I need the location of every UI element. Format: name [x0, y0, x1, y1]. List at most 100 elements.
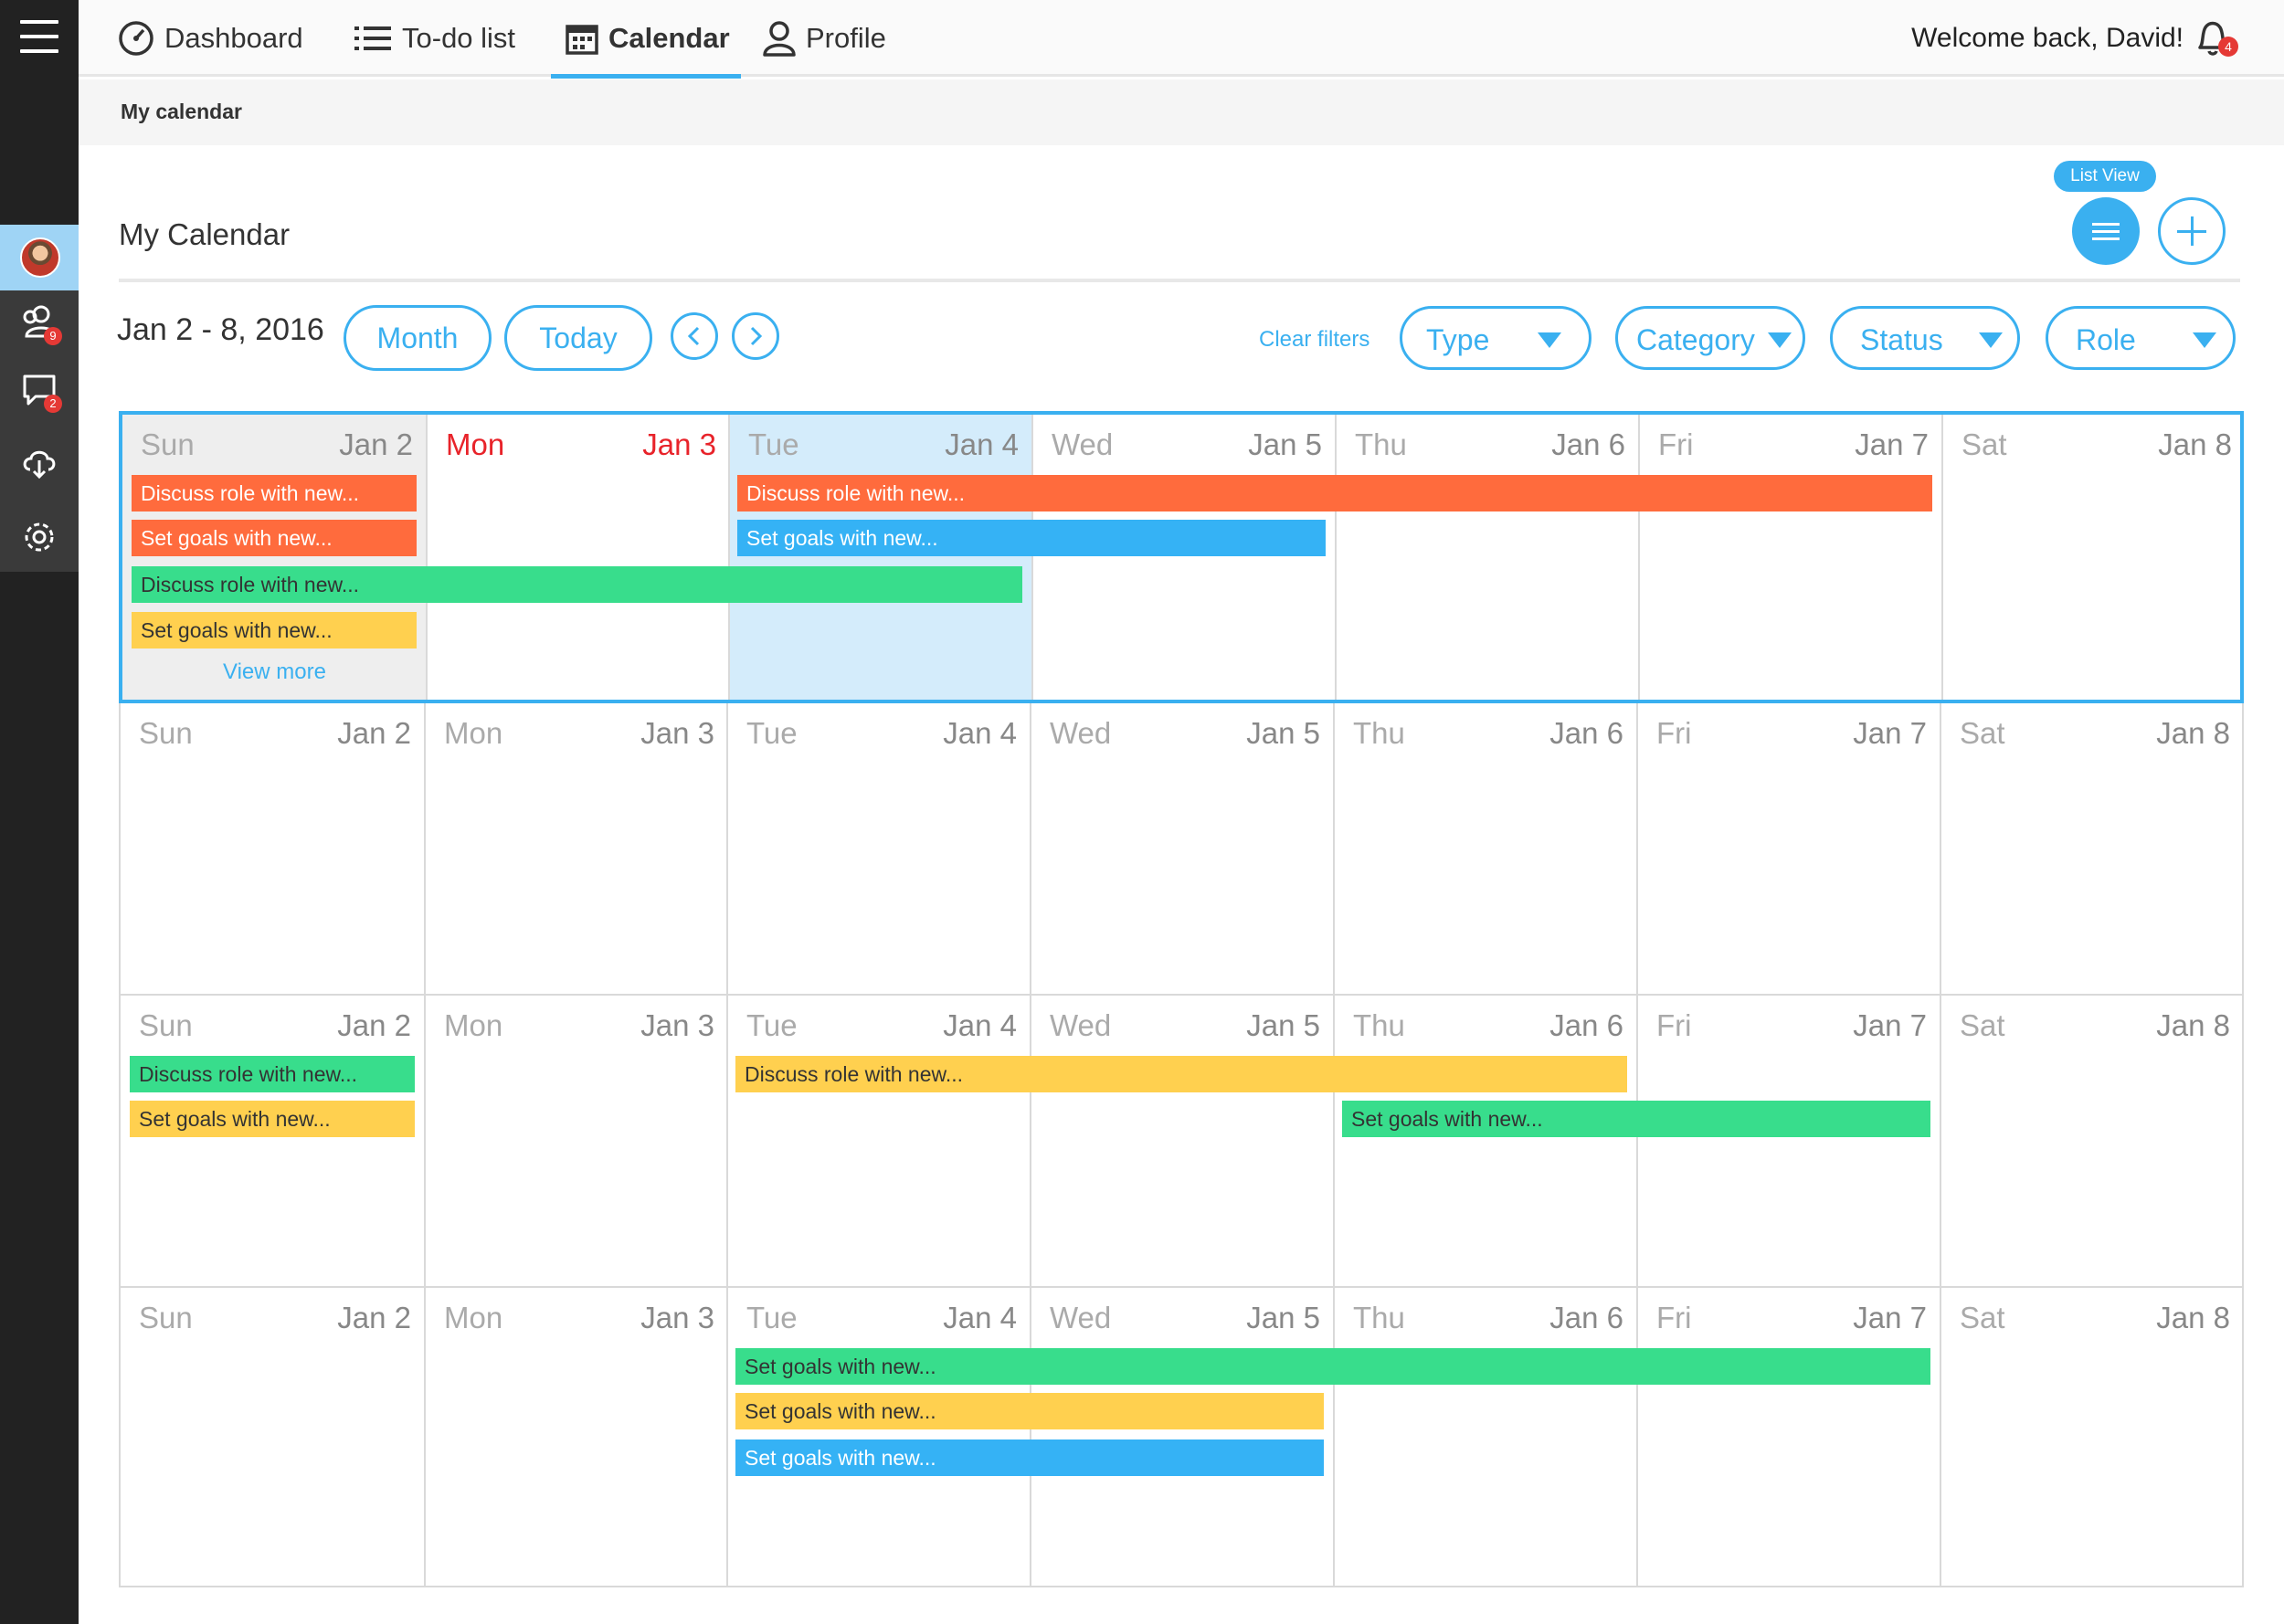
calendar-event[interactable]: Set goals with new...: [735, 1393, 1324, 1429]
calendar-day-cell[interactable]: Wed Jan 5: [1030, 703, 1333, 994]
calendar-event[interactable]: Discuss role with new...: [737, 475, 1932, 511]
sidebar-item-avatar[interactable]: [0, 225, 79, 290]
nav-todo-list[interactable]: To-do list: [354, 0, 515, 77]
calendar-day-cell[interactable]: Tue Jan 4: [726, 703, 1030, 994]
day-date: Jan 3: [640, 1008, 714, 1042]
list-view-button[interactable]: [2072, 197, 2140, 265]
day-name: Tue: [746, 716, 798, 750]
calendar-event[interactable]: Set goals with new...: [735, 1348, 1930, 1385]
list-view-tooltip: List View: [2054, 161, 2156, 192]
calendar-week: Sun Jan 2 Mon Jan 3 Tue Jan 4 Wed Jan 5 Thu Jan 6…: [119, 996, 2244, 1288]
chat-icon[interactable]: [19, 369, 59, 409]
type-filter[interactable]: Type: [1400, 306, 1591, 370]
calendar-day-cell[interactable]: Sat Jan 8: [1941, 415, 2245, 700]
calendar-event[interactable]: Set goals with new...: [132, 612, 417, 649]
hamburger-icon[interactable]: [20, 20, 58, 57]
day-name: Fri: [1658, 427, 1694, 461]
calendar-event[interactable]: Set goals with new...: [1342, 1101, 1930, 1137]
day-name: Thu: [1353, 716, 1405, 750]
view-more-link[interactable]: View more: [223, 659, 326, 684]
calendar-day-cell[interactable]: Sat Jan 8: [1940, 996, 2243, 1286]
calendar-day-cell[interactable]: Sun Jan 2: [121, 1288, 424, 1586]
day-date: Jan 8: [2158, 427, 2232, 461]
day-date: Jan 6: [1549, 716, 1623, 750]
calendar-event[interactable]: Discuss role with new...: [130, 1056, 415, 1092]
calendar-day-cell[interactable]: Thu Jan 6: [1333, 703, 1636, 994]
calendar-day-cell[interactable]: Sat Jan 8: [1940, 1288, 2243, 1586]
add-event-button[interactable]: [2158, 197, 2226, 265]
day-name: Wed: [1052, 427, 1114, 461]
day-date: Jan 4: [943, 1008, 1017, 1042]
calendar-event[interactable]: Set goals with new...: [735, 1439, 1324, 1476]
notification-badge: 4: [2218, 37, 2238, 57]
page-title: My Calendar: [119, 217, 291, 251]
caret-down-icon: [1768, 332, 1792, 348]
calendar-day-cell[interactable]: Fri Jan 7: [1636, 1288, 1940, 1586]
user-avatar[interactable]: [20, 237, 60, 278]
role-filter[interactable]: Role: [2046, 306, 2236, 370]
nav-active-indicator: [551, 74, 741, 79]
today-button[interactable]: Today: [504, 305, 652, 371]
day-date: Jan 6: [1551, 427, 1625, 461]
calendar-day-cell[interactable]: Wed Jan 5: [1030, 996, 1333, 1286]
calendar-day-cell[interactable]: Tue Jan 4: [726, 996, 1030, 1286]
day-name: Sun: [139, 1301, 193, 1334]
cloud-download-icon[interactable]: [19, 442, 59, 482]
calendar-day-cell[interactable]: Fri Jan 7: [1636, 996, 1940, 1286]
calendar-day-cell[interactable]: Mon Jan 3: [426, 415, 729, 700]
nav-calendar[interactable]: Calendar: [565, 0, 730, 77]
next-week-button[interactable]: [732, 312, 779, 360]
calendar-day-cell[interactable]: Tue Jan 4: [728, 415, 1031, 700]
nav-profile[interactable]: Profile: [762, 0, 886, 77]
calendar-day-cell[interactable]: Mon Jan 3: [424, 1288, 727, 1586]
list-icon: [354, 26, 391, 50]
gauge-icon: [119, 21, 153, 56]
day-date: Jan 8: [2156, 716, 2230, 750]
day-name: Sat: [1960, 1008, 2005, 1042]
gear-icon[interactable]: [19, 517, 59, 557]
calendar-day-cell[interactable]: Mon Jan 3: [424, 996, 727, 1286]
day-date: Jan 8: [2156, 1008, 2230, 1042]
chevron-right-icon: [750, 326, 763, 346]
calendar-day-cell[interactable]: Thu Jan 6: [1333, 1288, 1636, 1586]
calendar-day-cell[interactable]: Sun Jan 2: [121, 703, 424, 994]
calendar-day-cell[interactable]: Wed Jan 5: [1030, 1288, 1333, 1586]
calendar-day-cell[interactable]: Sun Jan 2: [122, 415, 426, 700]
calendar-day-cell[interactable]: Sun Jan 2: [121, 996, 424, 1286]
day-date: Jan 7: [1853, 1008, 1927, 1042]
calendar-event[interactable]: Set goals with new...: [737, 520, 1326, 556]
prev-week-button[interactable]: [671, 312, 718, 360]
status-filter[interactable]: Status: [1830, 306, 2020, 370]
nav-dashboard[interactable]: Dashboard: [117, 0, 303, 77]
calendar-event[interactable]: Set goals with new...: [130, 1101, 415, 1137]
calendar-day-cell[interactable]: Tue Jan 4: [726, 1288, 1030, 1586]
calendar-day-cell[interactable]: Sat Jan 8: [1940, 703, 2243, 994]
calendar-day-cell[interactable]: Wed Jan 5: [1031, 415, 1335, 700]
status-filter-label: Status: [1860, 323, 1943, 356]
day-date: Jan 7: [1853, 716, 1927, 750]
person-icon: [763, 21, 796, 57]
calendar-event[interactable]: Discuss role with new...: [132, 475, 417, 511]
top-navigation: [79, 0, 2284, 77]
day-name: Fri: [1656, 1301, 1692, 1334]
nav-todo-list-label: To-do list: [402, 22, 516, 54]
calendar-day-cell[interactable]: Fri Jan 7: [1638, 415, 1941, 700]
clear-filters-link[interactable]: Clear filters: [1259, 327, 1370, 352]
calendar-event[interactable]: Set goals with new...: [132, 520, 417, 556]
calendar-day-cell[interactable]: Fri Jan 7: [1636, 703, 1940, 994]
month-button[interactable]: Month: [344, 305, 492, 371]
calendar-day-cell[interactable]: Mon Jan 3: [424, 703, 727, 994]
date-range: Jan 2 - 8, 2016: [117, 312, 324, 347]
calendar-day-cell[interactable]: Thu Jan 6: [1335, 415, 1638, 700]
day-date: Jan 2: [339, 427, 413, 461]
calendar-week: Sun Jan 2 Mon Jan 3 Tue Jan 4 Wed Jan 5 Thu Jan 6…: [119, 1288, 2244, 1587]
calendar-event[interactable]: Discuss role with new...: [132, 566, 1022, 603]
day-name: Mon: [444, 1301, 503, 1334]
calendar-event[interactable]: Discuss role with new...: [735, 1056, 1627, 1092]
day-date: Jan 7: [1855, 427, 1929, 461]
calendar-day-cell[interactable]: Thu Jan 6: [1333, 996, 1636, 1286]
day-date: Jan 6: [1549, 1008, 1623, 1042]
day-name: Fri: [1656, 1008, 1692, 1042]
category-filter[interactable]: Category: [1615, 306, 1805, 370]
breadcrumb: My calendar: [121, 100, 242, 123]
